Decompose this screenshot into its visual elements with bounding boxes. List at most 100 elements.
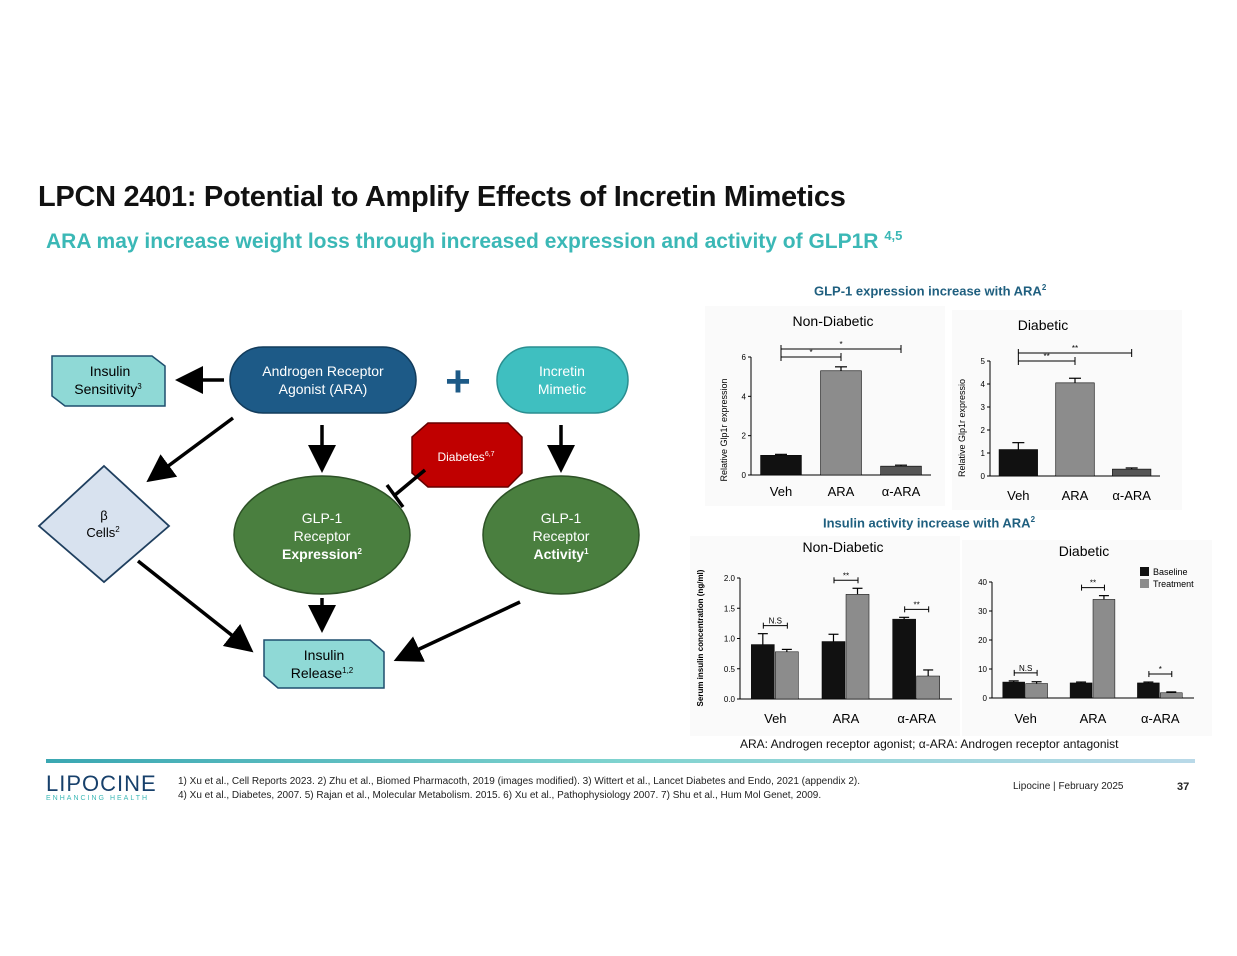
- glp1-expression-line2: Receptor: [294, 528, 351, 544]
- x-tick-label: ARA: [833, 711, 860, 726]
- bar: [820, 370, 862, 476]
- x-tick-label: Veh: [764, 711, 786, 726]
- y-tick-label: 0: [983, 694, 988, 703]
- glp1-expression-node: [233, 475, 411, 595]
- bar-baseline: [821, 641, 846, 700]
- footer-meta: Lipocine | February 2025: [1013, 781, 1123, 792]
- ara-line2: Agonist (ARA): [279, 381, 368, 397]
- diagram-arrows: [136, 366, 575, 662]
- slide-title: LPCN 2401: Potential to Amplify Effects …: [38, 181, 846, 213]
- x-tick-label: α-ARA: [1141, 711, 1180, 726]
- insulin-sensitivity-line2: Sensitivity3: [74, 381, 142, 397]
- insulin-sensitivity-box: [51, 355, 166, 407]
- chart-expression-nondiabetic: Non-Diabetic Relative Glp1r expression 0…: [705, 306, 945, 506]
- sig-label: **: [843, 571, 849, 580]
- logo-wordmark: LIPOCINE: [46, 771, 157, 796]
- glp1-expression-line1: GLP-1: [302, 510, 343, 526]
- x-tick-label: α-ARA: [882, 484, 921, 499]
- ara-line1: Androgen Receptor: [262, 363, 384, 379]
- plus-icon: +: [445, 357, 471, 406]
- sig-label: *: [1159, 665, 1162, 674]
- y-tick-label: 5: [981, 357, 986, 366]
- beta-cells-line2: Cells2: [86, 525, 120, 540]
- bar: [880, 465, 922, 476]
- diabetes-label: Diabetes6,7: [437, 450, 494, 464]
- y-tick-label: 1.0: [724, 635, 736, 644]
- inhibition-bar: [385, 483, 405, 509]
- x-tick-label: Veh: [1014, 711, 1036, 726]
- subtitle-text: ARA may increase weight loss through inc…: [46, 230, 879, 253]
- y-tick-label: 2: [981, 426, 986, 435]
- lipocine-logo: LIPOCINE ENHANCING HEALTH: [46, 771, 156, 802]
- incretin-line2: Mimetic: [538, 381, 586, 397]
- glp1-activity-node: [482, 475, 640, 595]
- bar-treatment: [1025, 683, 1048, 699]
- footer-separator: |: [1053, 781, 1056, 792]
- y-tick-label: 40: [978, 578, 987, 587]
- page-number: 37: [1177, 781, 1190, 793]
- company-name: Lipocine: [1013, 781, 1051, 792]
- beta-cells-node: [37, 464, 171, 584]
- insulin-sensitivity-line1: Insulin: [90, 363, 130, 379]
- insulin-release-line2: Release1,2: [291, 665, 354, 681]
- y-axis-label: Relative Glp1r expression: [719, 378, 729, 481]
- insulin-release-box: [263, 639, 385, 689]
- y-tick-label: 0: [981, 472, 986, 481]
- sig-label: **: [1072, 344, 1078, 353]
- legend-baseline: Baseline: [1153, 567, 1188, 577]
- bar: [1055, 382, 1095, 477]
- incretin-line1: Incretin: [539, 363, 585, 379]
- y-tick-label: 2: [742, 432, 747, 441]
- y-tick-label: 2.0: [724, 574, 736, 583]
- y-tick-label: 0: [742, 471, 747, 480]
- subtitle-refs: 4,5: [884, 228, 903, 243]
- incretin-node: [496, 346, 629, 414]
- y-axis-label: Relative Glp1r expressio: [957, 379, 967, 477]
- y-tick-label: 10: [978, 665, 987, 674]
- bar-baseline: [892, 618, 916, 700]
- sig-label: N.S: [769, 617, 782, 626]
- glp1-expression-line3: Expression2: [282, 546, 362, 562]
- bar-treatment: [845, 594, 870, 700]
- sig-label: **: [914, 600, 920, 609]
- mechanism-diagram: Insulin Sensitivity3 Androgen Receptor A…: [37, 346, 640, 689]
- x-tick-label: Veh: [1007, 488, 1029, 503]
- arrow-beta-to-release: [136, 559, 254, 653]
- x-tick-label: ARA: [1062, 488, 1089, 503]
- y-tick-label: 1.5: [724, 604, 736, 613]
- legend-swatch-treatment: [1140, 579, 1149, 588]
- bar: [998, 449, 1038, 477]
- glp1-activity-line2: Receptor: [533, 528, 590, 544]
- y-tick-label: 4: [981, 380, 986, 389]
- chart-insulin-diabetic: Diabetic Baseline Treatment 0 10 20 30 40 Veh…: [962, 540, 1212, 736]
- y-tick-label: 1: [981, 449, 986, 458]
- bar: [1112, 468, 1152, 477]
- chart-title: Diabetic: [1059, 543, 1110, 559]
- sig-label: *: [809, 348, 812, 357]
- chart-title: Non-Diabetic: [793, 313, 874, 329]
- bar-baseline: [751, 644, 775, 700]
- footnote-line1: 1) Xu et al., Cell Reports 2023. 2) Zhu …: [178, 776, 861, 787]
- bar: [760, 455, 802, 476]
- chart-expression-diabetic: Diabetic Relative Glp1r expressio 0 1 2 3 4 5…: [952, 310, 1182, 510]
- footer-divider: [46, 759, 1195, 763]
- insulin-release-line1: Insulin: [304, 647, 344, 663]
- ara-node: [229, 346, 417, 414]
- legend-treatment: Treatment: [1153, 579, 1194, 589]
- sig-label: N.S: [1019, 664, 1032, 673]
- activity-caption: Insulin activity increase with ARA2: [823, 515, 1036, 531]
- chart-title: Non-Diabetic: [803, 539, 884, 555]
- y-axis-label: Serum insulin concentration (ng/ml): [696, 569, 705, 706]
- x-tick-label: Veh: [770, 484, 792, 499]
- inhibition-line: [393, 468, 427, 497]
- arrow-activity-to-release: [393, 600, 521, 662]
- bar-baseline: [1137, 682, 1160, 699]
- x-tick-label: ARA: [828, 484, 855, 499]
- diabetes-node: [411, 422, 523, 488]
- y-tick-label: 0.5: [724, 665, 736, 674]
- x-tick-label: ARA: [1080, 711, 1107, 726]
- footnote-line2: 4) Xu et al., Diabetes, 2007. 5) Rajan e…: [178, 790, 822, 801]
- chart-insulin-nondiabetic: Non-Diabetic Serum insulin concentration…: [690, 536, 960, 736]
- y-tick-label: 6: [742, 353, 747, 362]
- bar-treatment: [1160, 692, 1183, 699]
